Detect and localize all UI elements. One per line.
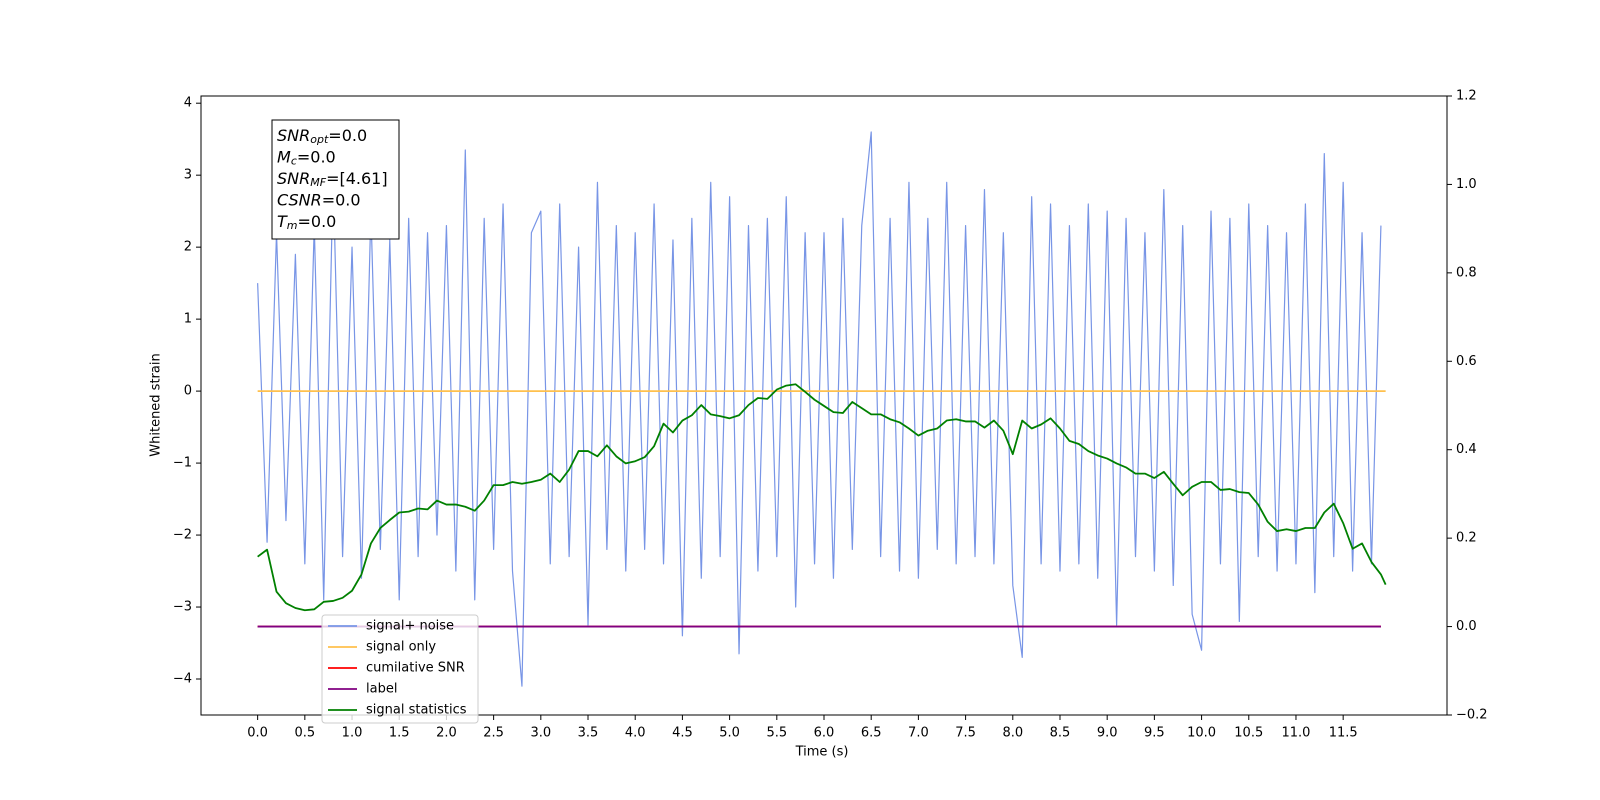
annotation-value: =0.0 [322, 190, 361, 209]
annotation-line: SNRopt=0.0 [277, 126, 367, 147]
y2-tick-label: 0.8 [1456, 265, 1477, 280]
annotation-value: =0.0 [298, 212, 337, 231]
annotation-subscript: MF [310, 176, 326, 189]
annotation-line: Mc=0.0 [277, 147, 336, 168]
x-tick-label: 5.5 [766, 726, 787, 741]
annotation-value: =[4.61] [326, 169, 388, 188]
y2-tick-label: 0.6 [1456, 354, 1477, 369]
x-tick-label: 0.5 [294, 726, 315, 741]
x-tick-label: 9.0 [1097, 726, 1118, 741]
annotation-subscript: opt [310, 133, 329, 146]
x-tick-label: 11.0 [1281, 726, 1310, 741]
x-tick-label: 5.0 [719, 726, 740, 741]
y-tick-label: 1 [184, 312, 192, 327]
legend-box [321, 614, 479, 724]
axes-frame [200, 95, 1448, 716]
x-tick-label: 6.0 [814, 726, 835, 741]
annotation-subscript: c [291, 155, 297, 168]
y-tick-label: 2 [184, 240, 192, 255]
annotation-line: SNRMF=[4.61] [277, 169, 388, 190]
y-tick-label: −2 [173, 528, 192, 543]
x-tick-label: 1.5 [389, 726, 410, 741]
y-tick-label: 4 [184, 96, 192, 111]
x-tick-label: 11.5 [1329, 726, 1358, 741]
y2-tick-label: 0.4 [1456, 442, 1477, 457]
x-tick-label: 4.5 [672, 726, 693, 741]
x-tick-label: 0.0 [247, 726, 268, 741]
legend-label: signal only [366, 640, 436, 655]
y2-tick-label: 1.2 [1456, 89, 1477, 104]
annotation-value: =0.0 [328, 126, 367, 145]
y-tick-label: 3 [184, 168, 192, 183]
x-tick-label: 8.5 [1050, 726, 1071, 741]
y-axis-label: Whitened strain [149, 353, 164, 456]
y2-tick-label: −0.2 [1456, 708, 1488, 723]
x-tick-label: 9.5 [1144, 726, 1165, 741]
annotation-subscript: m [287, 219, 298, 232]
annotation-symbol: T [277, 212, 288, 231]
x-tick-label: 10.5 [1234, 726, 1263, 741]
y-tick-label: −4 [173, 672, 192, 687]
y-tick-label: −3 [173, 600, 192, 615]
y-tick-label: 0 [184, 384, 192, 399]
y2-tick-label: 0.2 [1456, 531, 1477, 546]
legend-label: signal statistics [366, 703, 467, 718]
x-tick-label: 2.5 [483, 726, 504, 741]
series-line [257, 131, 1382, 687]
annotation-line: CSNR=0.0 [277, 190, 361, 209]
x-tick-label: 6.5 [861, 726, 882, 741]
annotation-value: =0.0 [297, 147, 336, 166]
annotation-symbol: SNR [277, 169, 310, 188]
x-tick-label: 2.0 [436, 726, 457, 741]
annotation-line: Tm=0.0 [277, 212, 336, 233]
x-tick-label: 4.0 [625, 726, 646, 741]
annotation-symbol: CSNR [277, 190, 322, 209]
x-tick-label: 1.0 [342, 726, 363, 741]
x-axis-label: Time (s) [795, 745, 849, 760]
legend-label: label [366, 682, 397, 697]
x-tick-label: 10.0 [1187, 726, 1216, 741]
annotation-box [271, 119, 400, 240]
y-tick-label: −1 [173, 456, 192, 471]
legend-label: signal+ noise [366, 619, 454, 634]
annotation-symbol: SNR [277, 126, 310, 145]
x-tick-label: 7.0 [908, 726, 929, 741]
x-tick-label: 3.0 [530, 726, 551, 741]
x-tick-label: 8.0 [1002, 726, 1023, 741]
x-tick-label: 3.5 [578, 726, 599, 741]
annotation-symbol: M [277, 147, 291, 166]
series-line [257, 383, 1387, 612]
y2-tick-label: 1.0 [1456, 177, 1477, 192]
x-tick-label: 7.5 [955, 726, 976, 741]
y2-tick-label: 0.0 [1456, 619, 1477, 634]
legend-label: cumilative SNR [366, 661, 465, 676]
